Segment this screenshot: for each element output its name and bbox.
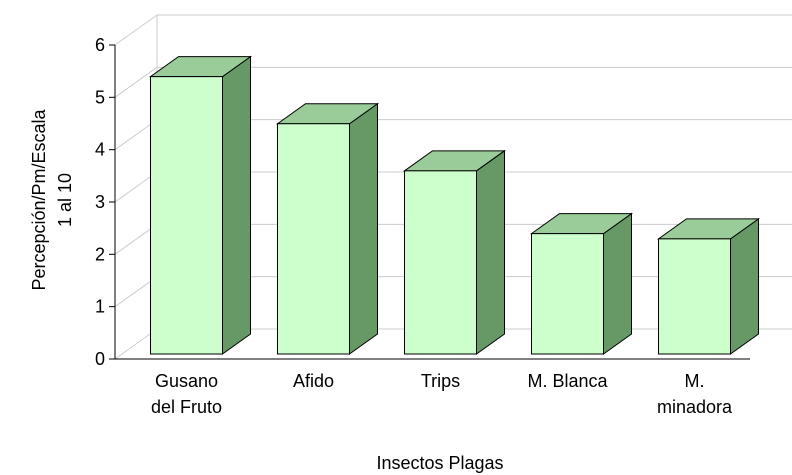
y-tick-label: 4: [95, 140, 105, 160]
bar-side: [730, 217, 759, 355]
x-tick-label: Afido: [293, 371, 334, 391]
y-tick-label: 0: [95, 349, 105, 369]
y-axis-label: Percepción/Pm/Escala 1 al 10: [29, 108, 75, 290]
bar: [150, 76, 223, 355]
grid-line-side: [114, 66, 158, 98]
y-tick-label: 3: [95, 192, 105, 212]
x-tick-label: Trips: [421, 371, 460, 391]
x-tick-label: Gusano del Fruto: [151, 371, 222, 417]
grid-line-side: [114, 14, 158, 46]
bar: [531, 233, 604, 355]
bar: [277, 123, 350, 355]
y-tick-label: 2: [95, 244, 105, 264]
x-tick-label: M. minadora: [657, 371, 733, 417]
y-tick-label: 6: [95, 35, 105, 55]
bar: [404, 170, 477, 355]
bar-side: [222, 55, 251, 355]
y-tick-label: 5: [95, 87, 105, 107]
bar: [658, 238, 731, 355]
y-tick-label: 1: [95, 297, 105, 317]
bar-side: [476, 149, 505, 355]
bar-side: [603, 212, 632, 355]
x-tick-label: M. Blanca: [527, 371, 608, 391]
bar-side: [349, 102, 378, 355]
x-axis-label: Insectos Plagas: [376, 453, 503, 473]
